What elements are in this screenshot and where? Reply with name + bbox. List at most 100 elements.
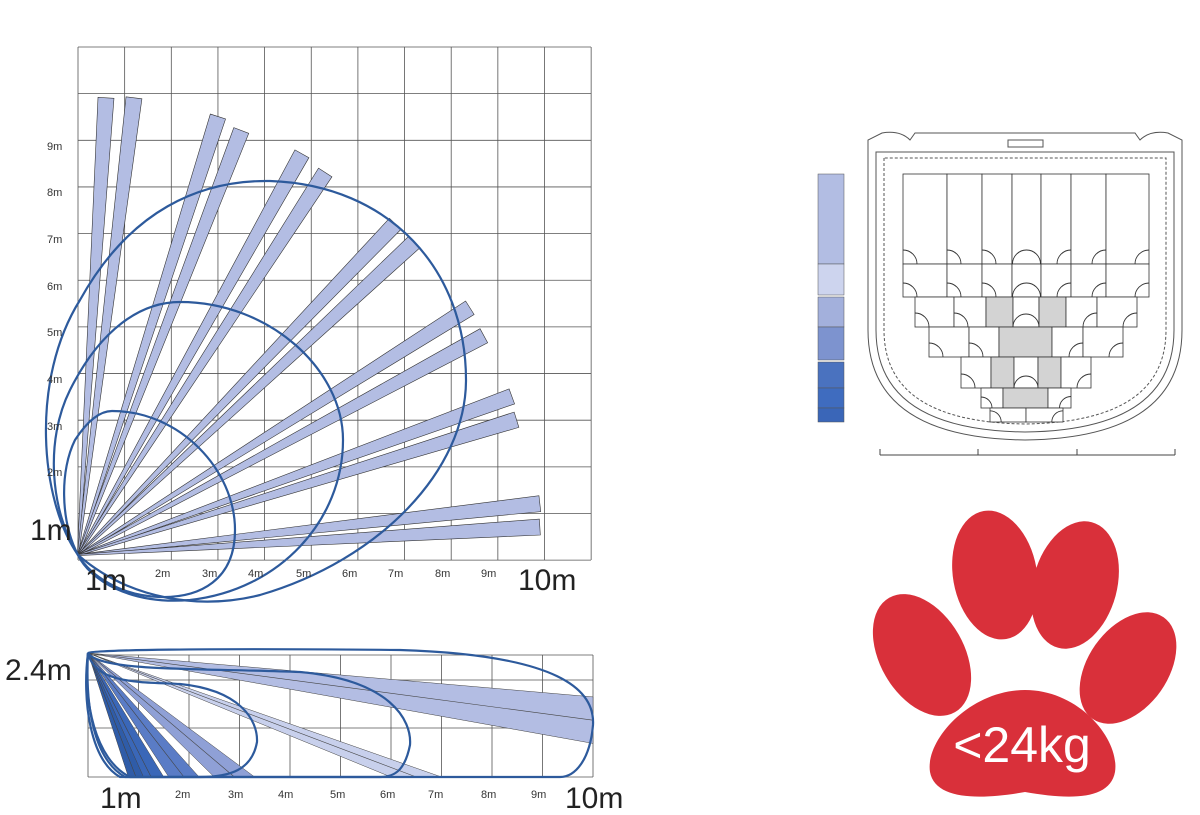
side-view-contours bbox=[85, 648, 595, 779]
lens-segment bbox=[953, 296, 987, 328]
x-tick: 6m bbox=[342, 568, 357, 580]
scale-segment bbox=[817, 407, 845, 423]
lens-segment bbox=[1082, 326, 1124, 358]
lens-arc bbox=[946, 249, 962, 265]
lens-arc bbox=[1134, 249, 1150, 265]
lens-segment bbox=[1002, 387, 1049, 409]
x-tick: 5m bbox=[296, 568, 311, 580]
lens-segment bbox=[946, 263, 983, 298]
lens-segment bbox=[960, 356, 992, 389]
beam-centerline bbox=[87, 652, 235, 778]
y-tick: 8m bbox=[47, 187, 62, 199]
y-tick: 5m bbox=[47, 327, 62, 339]
x-tick: 7m bbox=[428, 789, 443, 801]
beam-centerline bbox=[87, 652, 137, 778]
lens-segment bbox=[902, 173, 948, 265]
lens-arc bbox=[960, 373, 976, 389]
scale-segment bbox=[817, 326, 845, 361]
beam-centerline bbox=[87, 652, 152, 778]
top-view-beams bbox=[77, 96, 542, 556]
x-tick-1m: 1m bbox=[100, 782, 142, 815]
lens-segment bbox=[968, 326, 1000, 358]
x-tick: 2m bbox=[175, 789, 190, 801]
lens-arc bbox=[1012, 313, 1040, 328]
lens-arc bbox=[1059, 396, 1072, 409]
lens-segment bbox=[998, 326, 1053, 358]
lens-arc bbox=[946, 282, 962, 298]
x-tick: 7m bbox=[388, 568, 403, 580]
lens-segment bbox=[928, 326, 970, 358]
lens-arc bbox=[981, 249, 997, 265]
x-tick: 5m bbox=[330, 789, 345, 801]
lens-arc bbox=[1012, 282, 1041, 298]
lens-segment bbox=[1011, 173, 1042, 265]
side-view-axis-labels: 2.4m 1m 2m 3m 4m 5m 6m 7m 8m 9m 10m bbox=[5, 654, 623, 815]
lens-segment bbox=[1012, 296, 1040, 328]
lens-arc bbox=[1013, 375, 1039, 389]
lens-arc bbox=[1091, 282, 1107, 298]
scale-segment bbox=[817, 173, 845, 265]
lens-segment bbox=[1105, 173, 1150, 265]
top-view-axis-labels: 9m 8m 7m 6m 5m 4m 3m 2m 1m 1m 2m 3m 4m 5… bbox=[30, 141, 576, 597]
lens-segment bbox=[1060, 356, 1092, 389]
x-tick-10m: 10m bbox=[518, 564, 576, 597]
lens-segment bbox=[1013, 356, 1039, 389]
lens-segment bbox=[989, 407, 1027, 423]
y-tick: 3m bbox=[47, 421, 62, 433]
x-tick: 3m bbox=[202, 568, 217, 580]
lens-segment bbox=[981, 263, 1013, 298]
fresnel-lens-segments bbox=[902, 173, 1150, 423]
lens-arc bbox=[968, 342, 984, 358]
lens-segment bbox=[1038, 296, 1067, 328]
side-contour-large bbox=[85, 648, 595, 779]
top-view-contours bbox=[44, 179, 468, 603]
paw-pad bbox=[929, 690, 1116, 797]
lens-arc bbox=[1122, 312, 1138, 328]
y-tick: 4m bbox=[47, 374, 62, 386]
detection-beam bbox=[77, 96, 143, 556]
contour-large bbox=[44, 179, 468, 603]
lens-segment bbox=[1011, 263, 1042, 298]
lens-segment bbox=[985, 296, 1014, 328]
x-tick: 8m bbox=[435, 568, 450, 580]
paw-pad bbox=[952, 510, 1038, 640]
beam-centerline bbox=[87, 652, 417, 778]
x-tick-10m: 10m bbox=[565, 782, 623, 815]
x-tick: 9m bbox=[481, 568, 496, 580]
lens-arc bbox=[1051, 410, 1064, 423]
lens-segment bbox=[1096, 296, 1138, 328]
lens-segment bbox=[990, 356, 1015, 389]
y-tick: 9m bbox=[47, 141, 62, 153]
contour-small bbox=[63, 409, 237, 599]
x-tick: 2m bbox=[155, 568, 170, 580]
lens-segment bbox=[1025, 407, 1064, 423]
lens-arc bbox=[989, 410, 1002, 423]
lens-arc bbox=[928, 342, 944, 358]
lens-arc bbox=[1056, 282, 1072, 298]
lens-arc bbox=[981, 282, 997, 298]
x-tick-1m: 1m bbox=[85, 564, 127, 597]
lens-arc bbox=[902, 282, 918, 298]
lens-segment bbox=[1051, 326, 1084, 358]
y-tick: 7m bbox=[47, 234, 62, 246]
sensor-housing bbox=[867, 131, 1183, 456]
sensor-window bbox=[1007, 139, 1044, 148]
y-tick: 6m bbox=[47, 281, 62, 293]
contour-medium bbox=[52, 300, 345, 602]
scale-segment bbox=[817, 263, 845, 296]
lens-color-scale bbox=[817, 173, 845, 423]
x-tick: 6m bbox=[380, 789, 395, 801]
lens-segment bbox=[1070, 263, 1107, 298]
lens-segment bbox=[902, 263, 948, 298]
y-tick-1m: 1m bbox=[30, 514, 72, 547]
scale-segment bbox=[817, 387, 845, 409]
side-contour-small bbox=[86, 652, 259, 779]
paw-icon bbox=[872, 510, 1177, 797]
lens-arc bbox=[1108, 342, 1124, 358]
lens-arc bbox=[953, 312, 969, 328]
lens-segment bbox=[1105, 263, 1150, 298]
lens-arc bbox=[914, 312, 930, 328]
x-tick: 4m bbox=[278, 789, 293, 801]
lens-arc bbox=[980, 396, 993, 409]
